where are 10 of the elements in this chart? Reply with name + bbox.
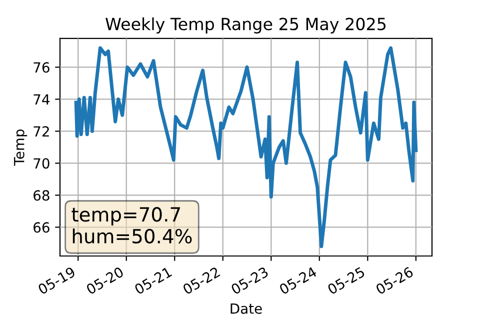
x-axis-title: Date [230, 304, 262, 314]
y-axis-title: Temp [14, 129, 28, 166]
y-tick-label: 72 [34, 126, 49, 136]
y-tick-label: 74 [34, 94, 50, 104]
annotation: temp=70.7 hum=50.4% [72, 207, 192, 244]
y-tick-label: 66 [34, 222, 50, 233]
y-tick-label: 70 [34, 158, 50, 169]
chart-title: Weekly Temp Range 25 May 2025 [106, 17, 386, 34]
y-tick-label: 76 [34, 62, 50, 73]
y-tick-label: 68 [34, 190, 50, 201]
